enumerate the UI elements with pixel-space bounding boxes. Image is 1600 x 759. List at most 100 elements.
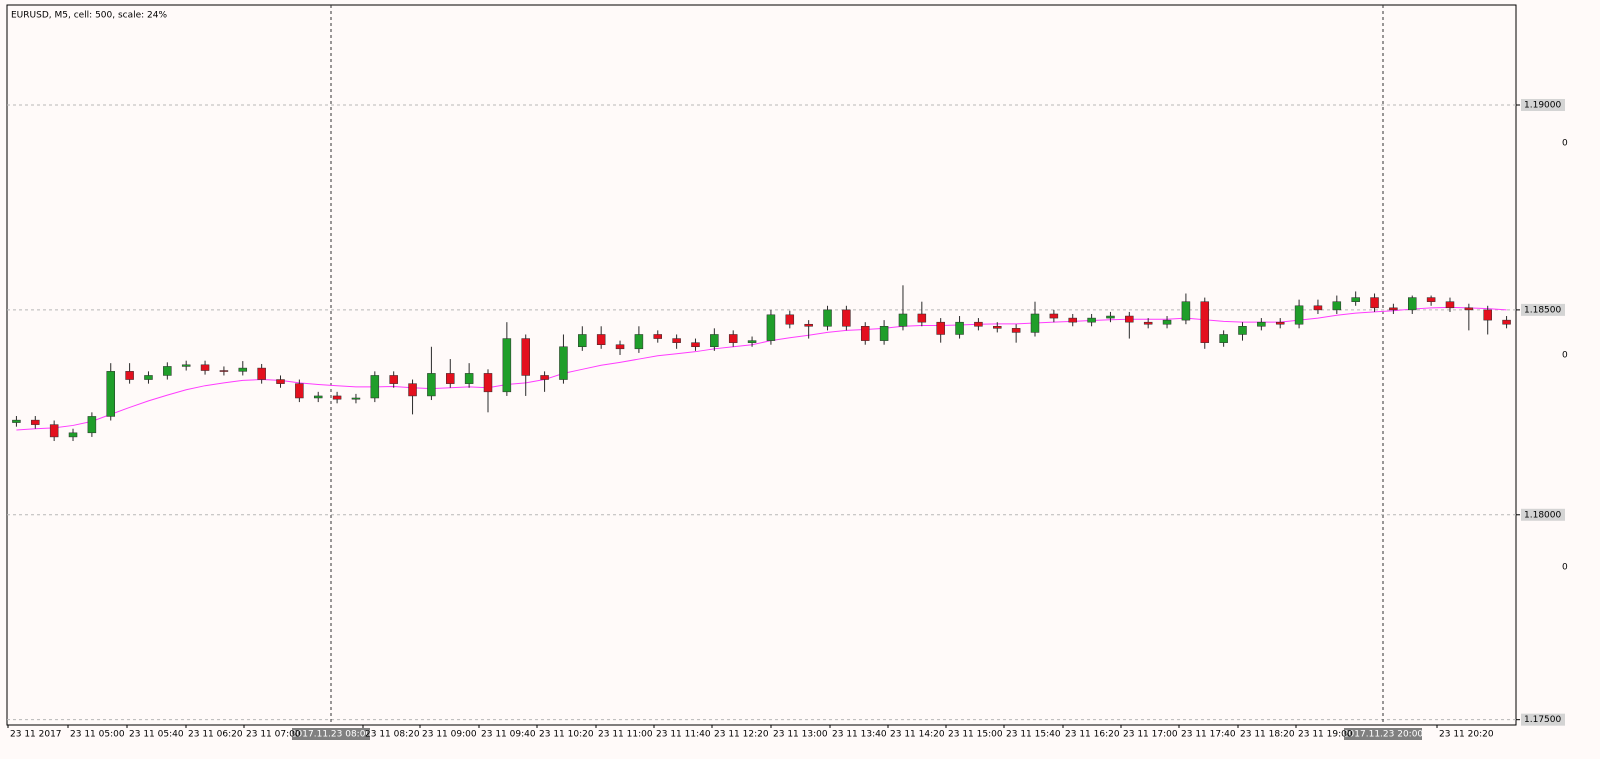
- candle-body: [1219, 334, 1228, 343]
- side-label: 0: [1562, 139, 1568, 149]
- candle-body: [1294, 305, 1304, 325]
- y-tick-label: 1.19000: [1524, 100, 1561, 110]
- candle-body: [1106, 315, 1115, 319]
- candle-body: [31, 419, 40, 425]
- candle-body: [295, 383, 304, 399]
- candle-body: [408, 383, 417, 397]
- x-tick-label: 23 11 11:00: [598, 730, 653, 740]
- candle-body: [1370, 297, 1379, 309]
- candle-body: [615, 344, 625, 350]
- candle-body: [596, 334, 606, 345]
- x-tick-label: 23 11 09:40: [481, 730, 536, 740]
- candle-body: [464, 373, 474, 384]
- x-tick-label: 23 11 17:40: [1181, 730, 1236, 740]
- candle-body: [313, 395, 323, 399]
- candle-body: [1030, 313, 1040, 333]
- x-tick-label: 23 11 11:40: [656, 730, 711, 740]
- candle-body: [653, 334, 663, 339]
- candle-body: [1257, 321, 1266, 327]
- chart-title: EURUSD, M5, cell: 500, scale: 24%: [11, 11, 168, 21]
- candle-body: [672, 338, 681, 343]
- candle-body: [1238, 326, 1247, 335]
- candle-body: [879, 326, 889, 341]
- y-tick-label: 1.18500: [1524, 305, 1561, 315]
- candle-body: [1049, 313, 1059, 319]
- candle-body: [1426, 297, 1436, 302]
- cursor-label: 2017.11.23 08:00: [291, 730, 372, 740]
- candle-body: [238, 367, 248, 372]
- candle-body: [1011, 328, 1021, 333]
- candle-body: [200, 364, 210, 371]
- cursor-label: 2017.11.23 20:00: [1343, 730, 1424, 740]
- candle-body: [1483, 309, 1492, 321]
- x-tick-label: 23 11 17:00: [1123, 730, 1178, 740]
- candle-body: [351, 397, 361, 400]
- candle-body: [823, 309, 832, 327]
- candle-body: [1502, 319, 1511, 325]
- x-tick-label: 23 11 12:20: [714, 730, 769, 740]
- candle-body: [634, 334, 644, 350]
- candle-body: [993, 326, 1002, 329]
- cursor-label-box: [1344, 728, 1422, 740]
- x-tick-label: 23 11 19:00: [1298, 730, 1353, 740]
- candle-body: [181, 364, 191, 367]
- x-tick-label: 23 11 2017: [10, 730, 62, 740]
- y-tick-label: 1.18000: [1524, 510, 1561, 520]
- candle-body: [1389, 307, 1398, 311]
- y-tick-box: [1521, 303, 1565, 316]
- y-tick-box: [1521, 713, 1565, 726]
- x-tick-label: 23 11 16:20: [1065, 730, 1120, 740]
- candle-body: [163, 366, 172, 376]
- candle-body: [766, 314, 776, 341]
- candle-body: [785, 314, 795, 325]
- y-tick-box: [1521, 98, 1565, 111]
- candle-body: [917, 313, 927, 323]
- candle-body: [936, 321, 945, 335]
- candle-body: [446, 373, 455, 384]
- candle-body: [49, 424, 59, 438]
- x-tick-label: 23 11 15:00: [948, 730, 1003, 740]
- y-tick-box: [1521, 508, 1565, 521]
- candle-body: [1332, 301, 1342, 311]
- x-tick-label: 23 11 06:20: [188, 730, 243, 740]
- x-tick-label: 23 11 13:00: [773, 730, 828, 740]
- candle-body: [1181, 301, 1191, 321]
- candle-body: [804, 323, 813, 327]
- candle-body: [1275, 321, 1285, 325]
- candle-body: [125, 371, 134, 380]
- side-label: 0: [1562, 563, 1568, 573]
- candle-body: [1087, 317, 1096, 323]
- candle-body: [276, 379, 285, 384]
- candle-body: [710, 334, 719, 348]
- candle-body: [1125, 315, 1134, 323]
- candle-body: [144, 375, 153, 380]
- x-tick-label: 23 11 13:40: [832, 730, 887, 740]
- x-tick-label: 23 11 08:20: [365, 730, 420, 740]
- x-tick-label: 23 11 18:20: [1240, 730, 1295, 740]
- candle-body: [559, 346, 568, 380]
- candle-body: [1200, 301, 1210, 343]
- candle-body: [521, 338, 530, 376]
- candle-body: [68, 432, 78, 438]
- candle-body: [483, 373, 493, 393]
- candle-body: [842, 309, 851, 327]
- candle-body: [370, 375, 380, 399]
- candle-body: [1445, 301, 1455, 309]
- x-tick-label: 23 11 14:20: [890, 730, 945, 740]
- candle-body: [87, 416, 97, 434]
- x-tick-label: 23 11 10:20: [539, 730, 594, 740]
- candle-body: [12, 419, 21, 423]
- candle-body: [1068, 317, 1077, 323]
- candle-body: [427, 373, 436, 397]
- x-tick-label: 23 11 05:00: [70, 730, 125, 740]
- candle-body: [219, 370, 229, 372]
- side-label: 0: [1562, 351, 1568, 361]
- x-tick-label: 23 11 09:00: [422, 730, 477, 740]
- candle-body: [1464, 307, 1474, 311]
- candle-body: [1408, 297, 1417, 311]
- plot-frame: [6, 4, 1517, 726]
- candle-body: [502, 338, 512, 393]
